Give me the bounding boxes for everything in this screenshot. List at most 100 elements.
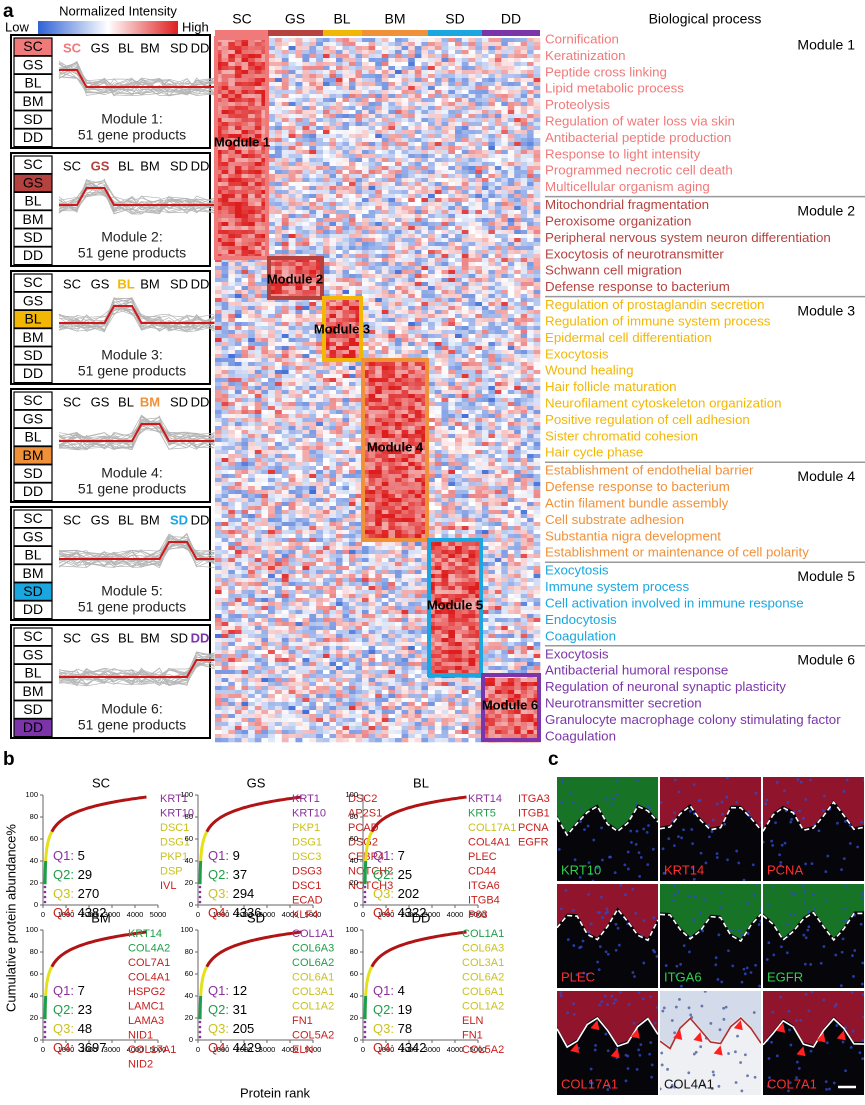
heatmap-cell: [533, 166, 541, 171]
heatmap-cell: [329, 158, 337, 163]
heatmap-cell: [248, 134, 255, 139]
heatmap-cell: [414, 146, 422, 151]
heatmap-cell: [414, 278, 422, 283]
heatmap-cell: [395, 70, 402, 75]
heatmap-cell: [381, 98, 389, 103]
heatmap-cell: [414, 350, 422, 355]
heatmap-cell: [349, 338, 356, 343]
heatmap-cell: [375, 338, 383, 343]
heatmap-cell: [302, 158, 310, 163]
heatmap-cell: [421, 370, 429, 375]
heatmap-cell: [274, 70, 283, 75]
heatmap-cell: [482, 406, 489, 411]
heatmap-cell: [368, 46, 376, 51]
heatmap-cell: [421, 62, 429, 67]
heatmap-cell: [302, 270, 310, 275]
heatmap-cell: [455, 230, 462, 235]
heatmap-cell: [215, 222, 222, 227]
heatmap-cell: [329, 130, 337, 135]
heatmap-cell: [221, 186, 229, 191]
heatmap-cell: [527, 270, 534, 275]
heatmap-cell: [441, 318, 449, 323]
heatmap-cell: [254, 330, 262, 335]
heatmap-cell: [368, 210, 376, 215]
heatmap-cell: [520, 418, 528, 423]
heatmap-cell: [329, 138, 337, 143]
heatmap-cell: [228, 374, 236, 379]
heatmap-cell: [316, 366, 324, 371]
heatmap-cell: [520, 410, 528, 415]
heatmap-cell: [501, 182, 508, 187]
heatmap-cell: [248, 194, 255, 199]
heatmap-cell: [215, 334, 222, 339]
heatmap-cell: [355, 62, 363, 67]
heatmap-cell: [302, 134, 310, 139]
heatmap-cell: [414, 194, 422, 199]
heatmap-cell: [215, 150, 222, 155]
row-label: SD: [23, 347, 42, 363]
heatmap-cell: [261, 302, 269, 307]
heatmap-cell: [254, 178, 262, 183]
heatmap-cell: [475, 394, 483, 399]
heatmap-cell: [441, 250, 449, 255]
heatmap-cell: [274, 126, 283, 131]
heatmap-cell: [520, 318, 528, 323]
heatmap-cell: [395, 382, 402, 387]
heatmap-cell: [362, 74, 369, 79]
heatmap-cell: [448, 318, 456, 323]
heatmap-cell: [395, 234, 402, 239]
heatmap-cell: [316, 82, 324, 87]
heatmap-cell: [395, 266, 402, 271]
heatmap-cell: [234, 334, 242, 339]
heatmap-cell: [520, 310, 528, 315]
heatmap-cell: [421, 350, 429, 355]
heatmap-cell: [501, 306, 508, 311]
heatmap-cell: [428, 262, 435, 267]
heatmap-cell: [414, 54, 422, 59]
heatmap-cell: [362, 130, 369, 135]
heatmap-cell: [388, 178, 396, 183]
heatmap-cell: [254, 66, 262, 71]
heatmap-cell: [408, 322, 416, 327]
heatmap-cell: [494, 114, 502, 119]
heatmap-cell: [375, 98, 383, 103]
heatmap-cell: [261, 350, 269, 355]
heatmap-cell: [295, 222, 303, 227]
heatmap-cell: [501, 154, 508, 159]
heatmap-cell: [455, 66, 462, 71]
heatmap-cell: [408, 414, 416, 419]
row-label: SD: [23, 583, 42, 599]
heatmap-cell: [281, 118, 289, 123]
heatmap-cell: [441, 146, 449, 151]
header-label: BM: [140, 512, 160, 527]
heatmap-cell: [329, 302, 337, 307]
heatmap-cell: [408, 166, 416, 171]
heatmap-cell: [302, 362, 310, 367]
heatmap-cell: [527, 122, 534, 127]
heatmap-cell: [421, 250, 429, 255]
heatmap-cell: [461, 346, 469, 351]
heatmap-cell: [261, 138, 269, 143]
heatmap-cell: [482, 322, 489, 327]
heatmap-cell: [475, 182, 483, 187]
heatmap-cell: [408, 266, 416, 271]
heatmap-cell: [461, 326, 469, 331]
heatmap-cell: [254, 302, 262, 307]
heatmap-cell: [336, 174, 343, 179]
heatmap-cell: [395, 158, 402, 163]
heatmap-cell: [342, 98, 350, 103]
heatmap-cell: [309, 54, 317, 59]
heatmap-cell: [221, 238, 229, 243]
heatmap-cell: [268, 338, 276, 343]
heatmap-cell: [375, 66, 383, 71]
heatmap-cell: [368, 370, 376, 375]
heatmap-cell: [288, 322, 296, 327]
heatmap-cell: [274, 190, 283, 195]
heatmap-cell: [434, 346, 442, 351]
heatmap-cell: [228, 274, 236, 279]
heatmap-cell: [434, 418, 442, 423]
heatmap-cell: [494, 378, 502, 383]
heatmap-cell: [388, 286, 396, 291]
heatmap-cell: [408, 230, 416, 235]
heatmap-cell: [342, 70, 350, 75]
